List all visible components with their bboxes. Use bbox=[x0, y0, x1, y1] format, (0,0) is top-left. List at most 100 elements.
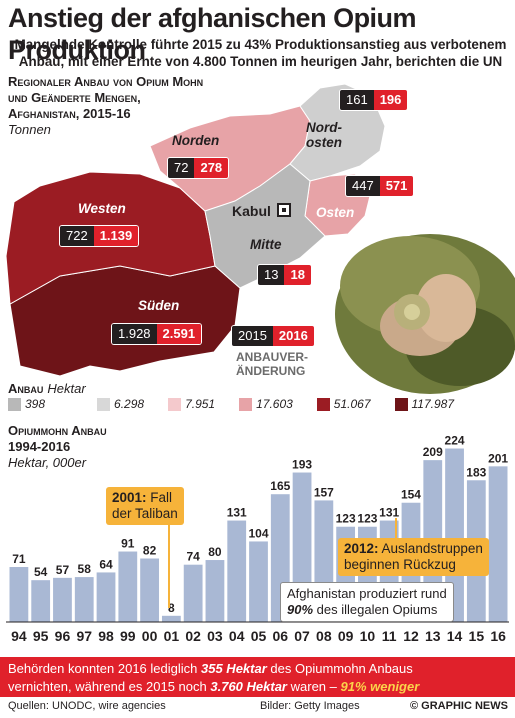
legend-swatch bbox=[394, 397, 408, 411]
callout-2012: 2012: Auslandstruppen beginnen Rückzug bbox=[338, 538, 489, 576]
tick-label-05: 05 bbox=[251, 628, 267, 644]
tick-label-06: 06 bbox=[272, 628, 288, 644]
page-title: Anstieg der afghanischen Opium Produktio… bbox=[8, 3, 417, 65]
bar-label-98: 64 bbox=[99, 557, 113, 571]
pill-north: 72 278 bbox=[168, 158, 229, 178]
note-box: Afghanistan produziert rund 90% des ille… bbox=[280, 582, 454, 622]
footer-value-2: 3.760 Hektar bbox=[210, 679, 287, 694]
bar-label-08: 157 bbox=[314, 485, 334, 499]
east-2015: 447 bbox=[346, 176, 380, 196]
bar-97 bbox=[74, 577, 94, 622]
label-north: Norden bbox=[172, 133, 220, 148]
northeast-2016: 196 bbox=[373, 90, 408, 110]
legend-swatch bbox=[168, 397, 182, 411]
footer-text-2: des Opiummohn Anbaus bbox=[270, 661, 413, 676]
label-northeast-1: Nord- bbox=[306, 120, 342, 135]
x-tick-labels: 94 95 96 97 98 99 00 01 02 03 04 05 06 07 08 09 10 11 12 13… bbox=[11, 628, 506, 644]
legend-swatch bbox=[97, 397, 111, 411]
legend-value: 51.067 bbox=[333, 397, 371, 411]
legend-item: 17.603 bbox=[239, 397, 293, 411]
pill-northeast: 161 196 bbox=[340, 90, 408, 110]
bar-16 bbox=[488, 466, 508, 622]
chart-heading: Opiummohn Anbau 1994-2016 Hektar, 000er bbox=[8, 423, 107, 470]
bar-label-07: 193 bbox=[292, 458, 312, 472]
bar-95 bbox=[31, 580, 51, 622]
legend-item: 6.298 bbox=[97, 397, 144, 411]
map-heading-line-3: Afghanistan, 2015-16 bbox=[8, 106, 131, 121]
legend-swatch bbox=[8, 397, 21, 411]
south-2016: 2.591 bbox=[156, 324, 202, 344]
legend-item: 7.951 bbox=[168, 397, 215, 411]
change-label-2: ÄNDERUNG bbox=[236, 364, 306, 378]
bar-02 bbox=[183, 564, 203, 622]
bar-label-02: 74 bbox=[186, 550, 200, 564]
note-pct: 90% bbox=[287, 602, 314, 617]
chart-heading-line-1: Opiummohn Anbau bbox=[8, 423, 107, 438]
change-label: ANBAUVER- ÄNDERUNG bbox=[236, 350, 308, 378]
bar-96 bbox=[53, 577, 72, 622]
callout-2001-pointer bbox=[168, 523, 170, 608]
tick-label-95: 95 bbox=[33, 628, 49, 644]
pill-centre: 13 18 bbox=[258, 265, 311, 285]
label-west: Westen bbox=[78, 201, 126, 216]
footer-text-1: Behörden konnten 2016 lediglich bbox=[8, 661, 198, 676]
legend-swatch bbox=[239, 397, 253, 411]
tick-label-01: 01 bbox=[164, 628, 180, 644]
bar-label-95: 54 bbox=[34, 565, 48, 579]
bar-label-05: 104 bbox=[248, 526, 268, 540]
legend-value: 6.298 bbox=[114, 397, 145, 411]
label-kabul: Kabul bbox=[232, 203, 271, 219]
label-northeast: Nord- osten bbox=[306, 120, 342, 150]
pill-east: 447 571 bbox=[346, 176, 414, 196]
footer-value-1: 355 Hektar bbox=[201, 661, 267, 676]
bar-01 bbox=[161, 615, 181, 622]
region-centre bbox=[204, 163, 326, 289]
footer-text-4: waren – bbox=[290, 679, 337, 694]
bar-98 bbox=[96, 572, 116, 622]
footer-text-3: vernichten, während es 2015 noch bbox=[8, 679, 207, 694]
footer-band: Behörden konnten 2016 lediglich 355 Hekt… bbox=[0, 657, 515, 697]
tick-label-08: 08 bbox=[316, 628, 332, 644]
bar-05 bbox=[249, 541, 268, 622]
east-2016: 571 bbox=[379, 176, 414, 196]
legend-swatch bbox=[316, 397, 330, 411]
sources: Quellen: UNODC, wire agencies bbox=[8, 700, 166, 712]
subtitle-line-1: Mangelnde Kontrolle führte 2015 zu 43% P… bbox=[14, 37, 507, 52]
credits: Bilder: Getty Images bbox=[260, 700, 360, 712]
pill-west: 722 1.139 bbox=[60, 226, 139, 246]
bar-label-00: 82 bbox=[143, 543, 157, 557]
bar-94 bbox=[9, 567, 29, 622]
tick-label-99: 99 bbox=[120, 628, 136, 644]
callout-2012-year: 2012: bbox=[344, 541, 379, 556]
poppy-photo bbox=[335, 234, 515, 394]
legend-item: 117.987 bbox=[394, 397, 454, 411]
label-centre: Mitte bbox=[250, 237, 282, 252]
bar-label-14: 224 bbox=[445, 434, 465, 448]
map-heading: Regionaler Anbau von Opium Mohn und Geän… bbox=[8, 74, 203, 137]
afghanistan-map: GRAPHIC NEWS bbox=[5, 83, 515, 396]
bar-label-94: 71 bbox=[12, 552, 26, 566]
bar-99 bbox=[118, 551, 138, 622]
bar-label-01: 8 bbox=[168, 601, 175, 615]
legend-value: 398 bbox=[25, 397, 46, 411]
tick-label-09: 09 bbox=[338, 628, 354, 644]
tick-label-02: 02 bbox=[185, 628, 201, 644]
bar-label-96: 57 bbox=[56, 563, 70, 577]
bar-label-03: 80 bbox=[208, 545, 222, 559]
bar-03 bbox=[205, 560, 225, 622]
chart-unit: Hektar, 000er bbox=[8, 455, 87, 470]
west-2016: 1.139 bbox=[93, 226, 139, 246]
northeast-2015: 161 bbox=[340, 90, 374, 110]
callout-2012-pointer bbox=[395, 518, 397, 540]
pill-south: 1.928 2.591 bbox=[112, 324, 202, 344]
label-east: Osten bbox=[316, 205, 355, 220]
bar-label-11: 131 bbox=[379, 506, 399, 520]
tick-label-03: 03 bbox=[207, 628, 223, 644]
tick-label-04: 04 bbox=[229, 628, 245, 644]
callout-2001: 2001: Fall der Taliban bbox=[106, 487, 184, 525]
bar-label-12: 154 bbox=[401, 488, 421, 502]
bar-label-10: 123 bbox=[357, 512, 377, 526]
bar-label-99: 91 bbox=[121, 537, 135, 551]
north-2015: 72 bbox=[168, 158, 195, 178]
